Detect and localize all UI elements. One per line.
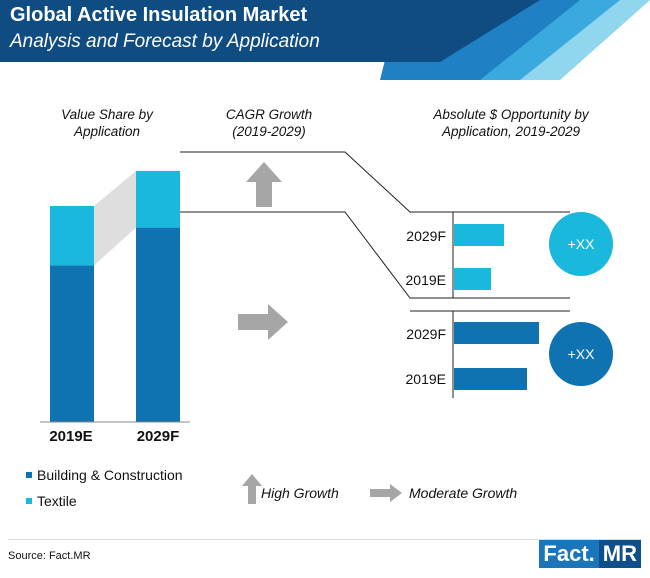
page-title: Global Active Insulation Market: [10, 4, 308, 26]
textile-bar-label-2019e: 2019E: [405, 272, 446, 288]
legend-up-arrow-icon: [242, 474, 262, 504]
share-connector-band: [94, 170, 136, 266]
building-bar-label-2029f: 2029F: [406, 326, 446, 342]
header-banner: [0, 0, 650, 80]
building-opportunity-circle: [549, 322, 613, 386]
stack-xlabel-2029f: 2029F: [136, 428, 180, 445]
legend-textile: Textile: [26, 493, 77, 509]
cagr-heading: CAGR Growth (2019-2029): [225, 107, 313, 139]
value-share-heading: Value Share by Application: [61, 107, 153, 139]
legend-moderate-growth-label: Moderate Growth: [409, 485, 518, 501]
stack-bar-2019e-textile: [50, 206, 94, 266]
hbar-textile-2029f: [454, 224, 504, 246]
hbar-building-2029f: [454, 322, 539, 344]
legend-building-label: Building & Construction: [37, 467, 183, 483]
factmr-logo: Fact. MR: [539, 540, 641, 568]
header-main-shape: [0, 0, 540, 62]
textile-opportunity-value: +XX: [567, 236, 595, 252]
logo-fact-text: Fact.: [539, 540, 599, 568]
textile-bar-label-2029f: 2029F: [406, 228, 446, 244]
legend-textile-label: Textile: [37, 493, 77, 509]
hbar-textile-2019e: [454, 268, 491, 290]
stack-bar-2029f-textile: [136, 170, 180, 228]
building-bar-label-2019e: 2019E: [405, 371, 446, 387]
legend-building: Building & Construction: [26, 467, 183, 483]
high-growth-arrow-icon: [246, 162, 282, 207]
stack-bar-2019e-building: [50, 265, 94, 422]
textile-opportunity-circle: [549, 212, 613, 276]
moderate-growth-arrow-icon: [238, 304, 288, 340]
connector-line-top: [180, 151, 570, 213]
legend-building-swatch: [26, 472, 32, 478]
active-insulation-chart: [8, 151, 642, 540]
legend-textile-swatch: [26, 498, 32, 504]
stack-xlabel-2019e: 2019E: [49, 428, 93, 445]
logo-mr-text: MR: [598, 540, 641, 568]
legend-high-growth-label: High Growth: [261, 485, 339, 501]
building-opportunity-value: +XX: [567, 346, 595, 362]
legend-right-arrow-icon: [370, 484, 402, 502]
hbar-building-2019e: [454, 368, 527, 390]
source-note: Source: Fact.MR: [8, 550, 91, 562]
stack-bar-2029f-building: [136, 227, 180, 422]
connector-line-mid: [180, 211, 570, 299]
page-subtitle: Analysis and Forecast by Application: [10, 31, 320, 52]
opportunity-heading: Absolute $ Opportunity by Application, 2…: [433, 107, 589, 139]
